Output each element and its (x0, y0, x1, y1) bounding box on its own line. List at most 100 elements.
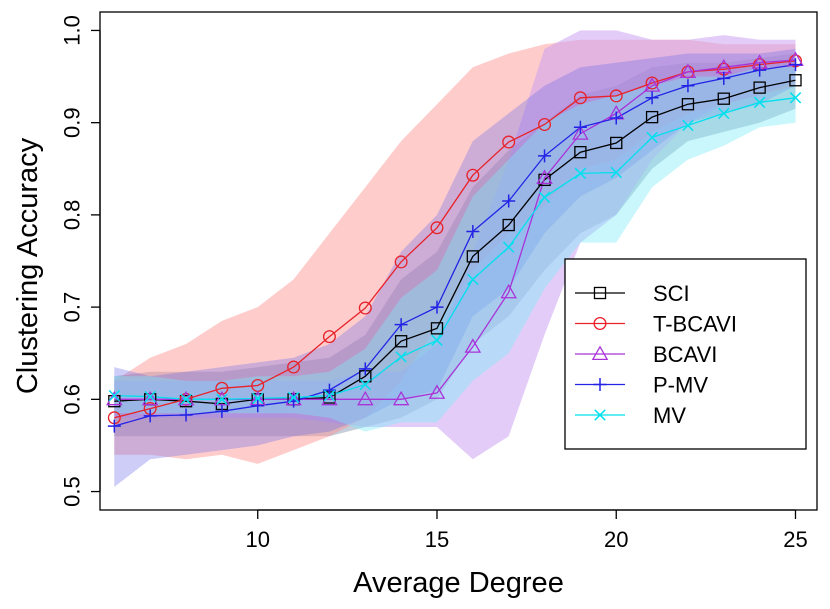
legend-marker-sci (593, 286, 607, 300)
point-p-mv-24 (753, 63, 767, 77)
y-tick-label-0.6: 0.6 (60, 384, 85, 415)
point-t-bcavi-17 (502, 135, 516, 149)
point-bcavi-15 (428, 384, 446, 399)
point-p-mv-15 (430, 300, 444, 314)
y-tick-label-0.8: 0.8 (60, 200, 85, 231)
series-line-p-mv (114, 63, 796, 427)
point-bcavi-19 (572, 125, 589, 140)
ci-band-bcavi (114, 30, 796, 460)
point-sci-23 (717, 92, 730, 105)
point-mv-21 (646, 131, 658, 144)
point-sci-14 (394, 335, 408, 348)
point-mv-12 (323, 389, 336, 402)
point-mv-25 (789, 92, 802, 104)
x-tick-label-25: 25 (783, 527, 807, 552)
point-bcavi-22 (679, 63, 697, 78)
point-p-mv-25 (788, 58, 802, 72)
point-p-mv-8 (179, 408, 193, 422)
point-t-bcavi-16 (466, 168, 480, 182)
point-t-bcavi-11 (287, 360, 301, 374)
y-tick-label-0.7: 0.7 (60, 292, 85, 323)
point-bcavi-17 (500, 283, 517, 299)
point-p-mv-14 (394, 318, 408, 332)
series-markers (106, 51, 804, 433)
legend-marker-t-bcavi (593, 316, 607, 330)
point-bcavi-21 (643, 77, 661, 92)
point-t-bcavi-15 (430, 221, 444, 235)
point-mv-14 (395, 351, 407, 363)
point-p-mv-13 (358, 362, 372, 376)
legend-label-p-mv: P-MV (653, 373, 708, 398)
point-p-mv-9 (215, 404, 229, 418)
point-mv-16 (467, 273, 479, 286)
point-p-mv-18 (538, 149, 552, 163)
x-axis: 10 15 20 25 (245, 509, 808, 552)
point-mv-24 (753, 96, 766, 109)
point-mv-22 (682, 119, 694, 132)
point-sci-16 (466, 250, 480, 263)
legend-label-t-bcavi: T-BCAVI (653, 312, 737, 337)
x-axis-title: Average Degree (353, 567, 564, 599)
point-mv-17 (502, 241, 515, 253)
point-mv-11 (287, 391, 300, 404)
point-p-mv-12 (322, 383, 336, 397)
point-bcavi-14 (392, 390, 410, 406)
point-p-mv-19 (573, 120, 587, 134)
legend: SCI T-BCAVI BCAVI P-MV MV (564, 258, 807, 450)
point-mv-7 (144, 390, 156, 403)
y-tick-label-0.9: 0.9 (60, 107, 85, 138)
point-sci-19 (574, 146, 587, 159)
y-tick-label-0.5: 0.5 (60, 476, 85, 507)
point-t-bcavi-19 (573, 91, 587, 105)
point-mv-18 (538, 191, 551, 204)
legend-label-bcavi: BCAVI (653, 342, 717, 367)
point-sci-15 (430, 322, 444, 335)
point-t-bcavi-13 (358, 301, 372, 315)
legend-label-sci: SCI (653, 281, 690, 306)
point-t-bcavi-18 (538, 118, 552, 132)
point-bcavi-9 (213, 390, 231, 406)
point-bcavi-7 (141, 390, 159, 406)
y-tick-label-1: 1.0 (60, 15, 85, 46)
point-mv-20 (610, 166, 622, 179)
point-sci-24 (753, 81, 766, 94)
point-mv-8 (180, 393, 192, 406)
point-sci-22 (681, 98, 695, 111)
legend-label-mv: MV (653, 403, 686, 428)
x-tick-label-10: 10 (245, 527, 269, 552)
point-mv-10 (252, 392, 264, 405)
point-sci-20 (610, 136, 623, 150)
y-axis: 0.5 0.6 0.7 0.8 0.9 1.0 (60, 15, 101, 507)
point-p-mv-22 (681, 79, 695, 93)
x-tick-label-15: 15 (425, 527, 449, 552)
point-mv-19 (574, 167, 587, 180)
point-p-mv-7 (143, 409, 157, 423)
legend-marker-bcavi (591, 345, 609, 361)
x-tick-label-20: 20 (604, 527, 628, 552)
point-p-mv-23 (717, 71, 731, 85)
point-bcavi-16 (464, 338, 482, 353)
point-mv-13 (359, 378, 372, 391)
point-mv-15 (431, 334, 443, 347)
point-p-mv-20 (609, 111, 623, 125)
y-axis-title: Clustering Accuracy (12, 137, 44, 394)
point-t-bcavi-20 (609, 89, 623, 103)
point-bcavi-13 (357, 390, 374, 406)
point-sci-25 (789, 74, 802, 87)
legend-marker-mv (594, 409, 606, 421)
point-mv-6 (108, 389, 121, 402)
point-mv-9 (216, 393, 228, 406)
point-sci-17 (502, 218, 515, 232)
point-t-bcavi-14 (394, 255, 408, 269)
point-mv-23 (718, 107, 730, 120)
ci-band-mv (114, 67, 796, 432)
point-p-mv-17 (502, 194, 516, 208)
point-bcavi-8 (177, 390, 195, 406)
point-sci-21 (645, 110, 659, 124)
point-p-mv-16 (466, 224, 480, 238)
point-p-mv-21 (645, 91, 659, 105)
point-bcavi-18 (536, 169, 553, 185)
point-t-bcavi-21 (645, 76, 659, 90)
legend-marker-p-mv (593, 378, 607, 391)
